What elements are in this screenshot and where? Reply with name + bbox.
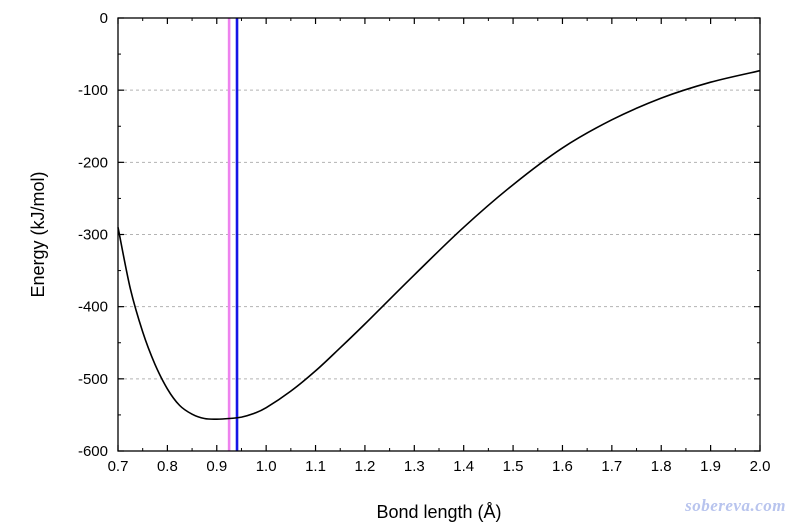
y-axis-title: Energy (kJ/mol) [28, 171, 48, 297]
x-tick-label: 2.0 [750, 458, 771, 475]
x-axis-ticks: 0.7 0.8 0.9 1.0 1.1 1.2 1.3 1.4 1.5 1.6 1.7 1.8 1.9 2… [108, 18, 771, 475]
x-tick-label: 0.9 [206, 458, 227, 475]
x-tick-label: 1.7 [601, 458, 622, 475]
y-axis-ticks: 0 -100 -200 -300 -400 -500 -600 [78, 10, 760, 460]
x-axis-title: Bond length (Å) [376, 502, 501, 522]
x-tick-label: 1.5 [503, 458, 524, 475]
x-tick-label: 0.7 [108, 458, 129, 475]
reference-lines [227, 18, 239, 451]
y-tick-label: -200 [78, 154, 108, 171]
x-tick-label: 1.4 [453, 458, 474, 475]
energy-curve [117, 69, 761, 421]
grid-lines [118, 89, 760, 380]
x-tick-label: 1.1 [305, 458, 326, 475]
x-tick-label: 1.9 [700, 458, 721, 475]
x-tick-label: 1.0 [256, 458, 277, 475]
x-tick-label: 1.2 [354, 458, 375, 475]
y-tick-label: 0 [100, 10, 108, 27]
y-tick-label: -400 [78, 299, 108, 316]
y-tick-label: -500 [78, 371, 108, 388]
x-tick-label: 1.8 [651, 458, 672, 475]
x-tick-label: 1.6 [552, 458, 573, 475]
x-tick-label: 0.8 [157, 458, 178, 475]
y-tick-label: -100 [78, 82, 108, 99]
x-tick-label: 1.3 [404, 458, 425, 475]
watermark: sobereva.com [685, 496, 786, 515]
y-tick-label: -300 [78, 227, 108, 244]
y-tick-label: -600 [78, 443, 108, 460]
